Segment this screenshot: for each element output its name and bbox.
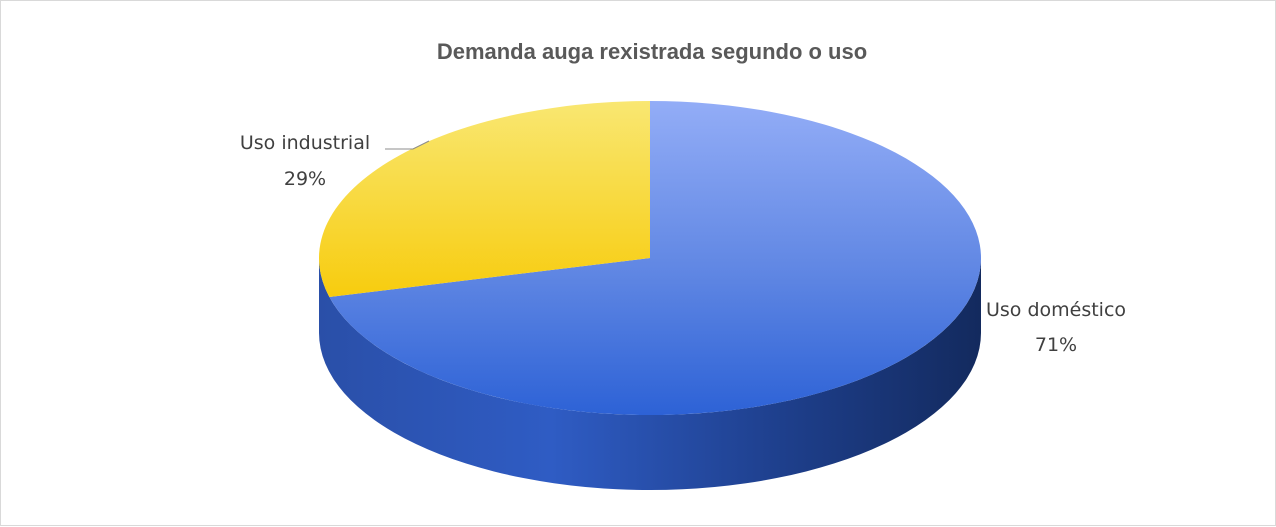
pie-slices [319, 101, 982, 490]
data-label-percent: 71% [1035, 334, 1077, 356]
slice-side-wall [319, 258, 981, 490]
data-label-percent: 29% [284, 168, 326, 190]
pie-slice [319, 101, 650, 298]
pie-slice [329, 101, 982, 416]
data-label-category: Uso doméstico [986, 299, 1126, 321]
leader-line [385, 140, 430, 150]
data-label-category: Uso industrial [240, 132, 370, 154]
chart-title: Demanda auga rexistrada segundo o uso [437, 39, 867, 64]
data-labels: Uso doméstico 71% Uso industrial 29% [240, 132, 1126, 356]
